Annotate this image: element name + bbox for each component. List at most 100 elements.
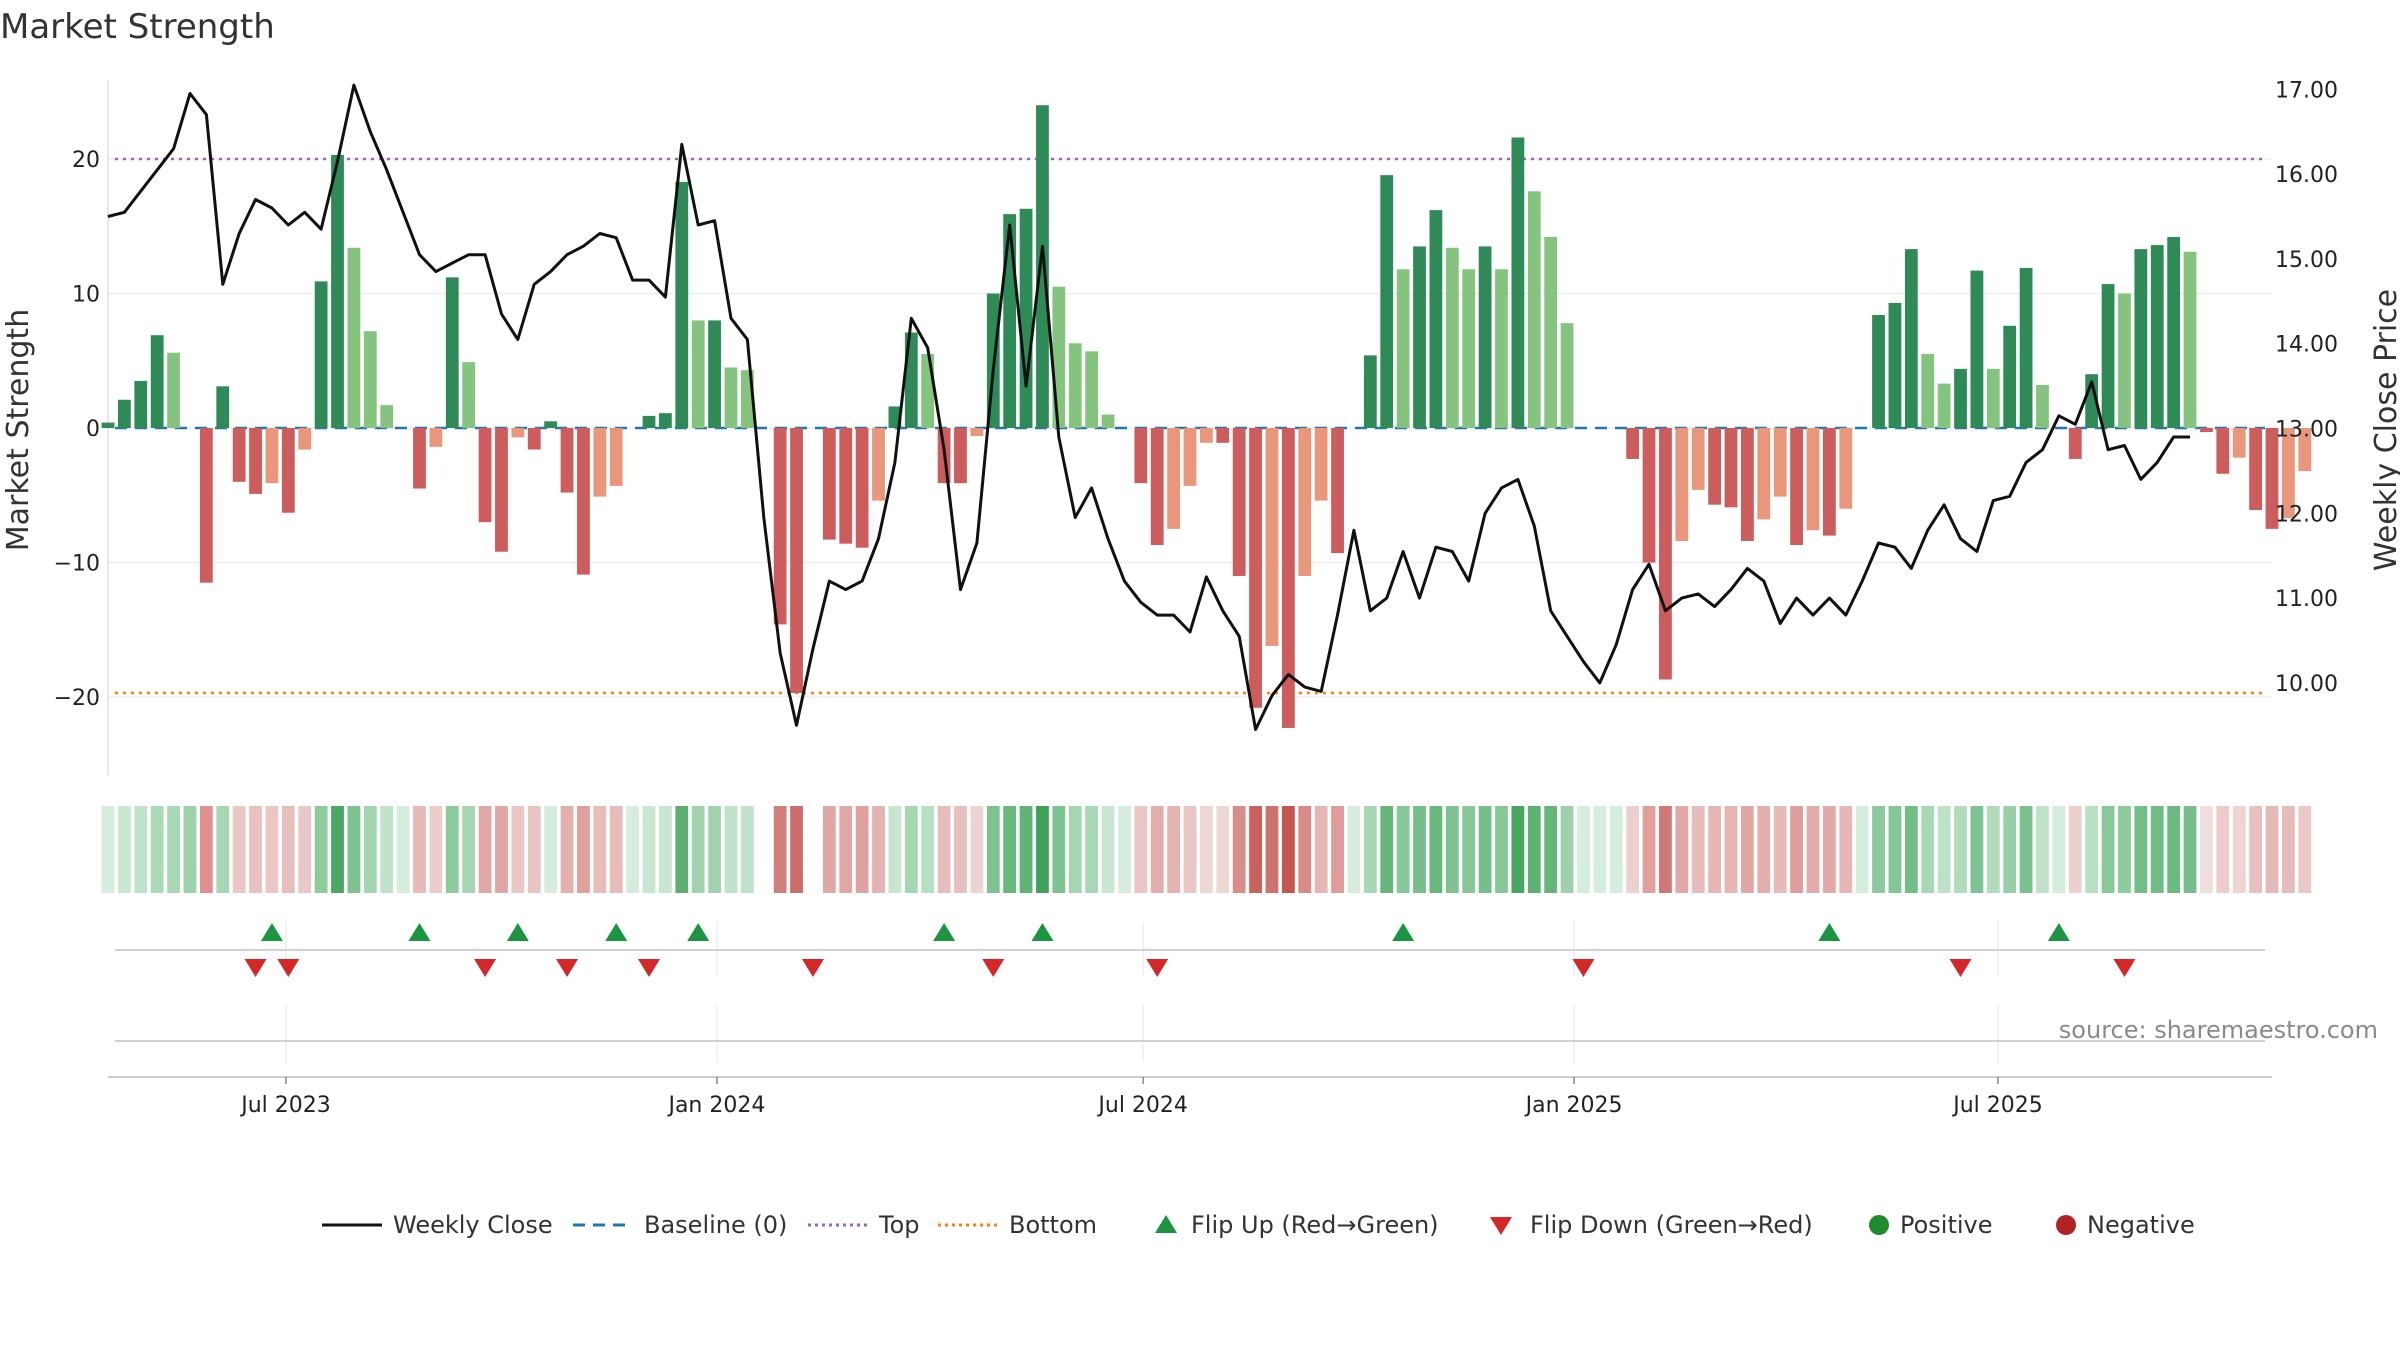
strength-bar: [2282, 428, 2295, 519]
left-tick-label: −20: [54, 686, 100, 711]
heat-cell: [1052, 806, 1066, 893]
flip-up-marker: [1392, 923, 1415, 941]
strength-bar: [249, 428, 262, 494]
strength-heat-strip: [101, 806, 2312, 893]
strength-bar: [1068, 343, 1082, 428]
heat-cell: [626, 806, 639, 893]
strength-bar: [675, 181, 689, 428]
heat-cell: [2216, 806, 2230, 893]
heat-cell: [1118, 806, 1131, 893]
legend-label: Flip Up (Red→Green): [1191, 1211, 1439, 1239]
strength-bar: [1249, 428, 1262, 708]
heat-cell: [1609, 806, 1623, 893]
strength-bar: [822, 428, 836, 540]
heat-cell: [495, 806, 508, 893]
heat-cell: [478, 806, 492, 893]
strength-bar: [1003, 214, 1017, 428]
heat-cell: [445, 806, 459, 893]
strength-bar: [1019, 208, 1033, 428]
right-tick-label: 13.00: [2275, 418, 2338, 443]
strength-bar: [1478, 246, 1492, 428]
heat-cell: [855, 806, 869, 893]
strength-bar: [577, 428, 590, 575]
heat-cell: [1560, 806, 1574, 893]
right-tick-label: 12.00: [2275, 502, 2338, 527]
heat-cell: [708, 806, 721, 893]
heat-cell: [2232, 806, 2246, 893]
strength-bar: [101, 422, 115, 428]
strength-bar: [1659, 428, 1672, 680]
flip-down-marker: [1146, 959, 1169, 977]
heat-cell: [2150, 806, 2164, 893]
left-tick-label: 0: [86, 417, 100, 442]
heat-cell: [1773, 806, 1787, 893]
strength-bar: [560, 428, 574, 493]
heat-cell: [822, 806, 836, 893]
heat-cell: [150, 806, 164, 893]
strength-bar: [199, 428, 213, 583]
strength-bar: [2167, 237, 2181, 428]
heat-cell: [216, 806, 230, 893]
heat-cell: [183, 806, 197, 893]
strength-bar: [1626, 428, 1640, 459]
heat-cell: [1150, 806, 1164, 893]
strength-bar: [1773, 428, 1787, 497]
strength-bars: [101, 105, 2312, 728]
heat-cell: [2036, 806, 2049, 893]
flip-up-marker: [605, 923, 628, 941]
strength-bar: [1741, 428, 1754, 541]
heat-cell: [527, 806, 541, 893]
x-tick-label: Jan 2024: [666, 1093, 765, 1118]
flip-down-marker: [277, 959, 300, 977]
strength-bar: [478, 428, 492, 523]
strength-bar: [1642, 428, 1656, 563]
left-axis-title: Market Strength: [1, 309, 36, 551]
heat-cell: [1380, 806, 1394, 893]
heat-cell: [1462, 806, 1476, 893]
strength-bar: [511, 428, 525, 438]
heat-cell: [1347, 806, 1361, 893]
heat-cell: [413, 806, 426, 893]
heat-cell: [888, 806, 902, 893]
flip-down-marker: [1949, 959, 1972, 977]
strength-bar: [691, 320, 705, 428]
strength-bar: [1167, 428, 1180, 529]
strength-bar: [954, 428, 967, 484]
strength-bar: [1954, 368, 1967, 428]
strength-bar: [2003, 325, 2017, 428]
heat-cell: [1577, 806, 1590, 893]
strength-bar: [1691, 428, 1705, 490]
heat-cell: [839, 806, 853, 893]
strength-bar: [265, 428, 279, 484]
strength-bar: [413, 428, 426, 489]
heat-cell: [232, 806, 246, 893]
legend: Weekly Close Baseline (0) Top Bottom Flip Up…: [322, 1211, 2195, 1239]
strength-bar: [1085, 351, 1099, 428]
strength-bar: [298, 428, 312, 450]
strength-bar: [2298, 428, 2312, 472]
heat-cell: [1626, 806, 1640, 893]
heat-cell: [331, 806, 344, 893]
heat-cell: [1986, 806, 2000, 893]
strength-bar: [380, 405, 394, 428]
right-tick-label: 16.00: [2275, 163, 2338, 188]
heat-cell: [1314, 806, 1328, 893]
heat-cell: [134, 806, 148, 893]
right-tick-label: 10.00: [2275, 672, 2338, 697]
flip-down-marker: [801, 959, 824, 977]
heat-cell: [265, 806, 279, 893]
heat-cell: [462, 806, 476, 893]
strength-bar: [1445, 247, 1459, 428]
heat-cell: [1822, 806, 1836, 893]
strength-bar: [593, 428, 607, 497]
heat-cell: [1921, 806, 1935, 893]
weekly-close-series: [107, 83, 2190, 731]
heat-cell: [1544, 806, 1558, 893]
heat-cell: [1790, 806, 1803, 893]
heat-cell: [2282, 806, 2295, 893]
heat-cell: [2085, 806, 2099, 893]
heat-cell: [1904, 806, 1918, 893]
flip-down-marker: [638, 959, 660, 977]
heat-cell: [199, 806, 213, 893]
heat-cell: [1183, 806, 1197, 893]
